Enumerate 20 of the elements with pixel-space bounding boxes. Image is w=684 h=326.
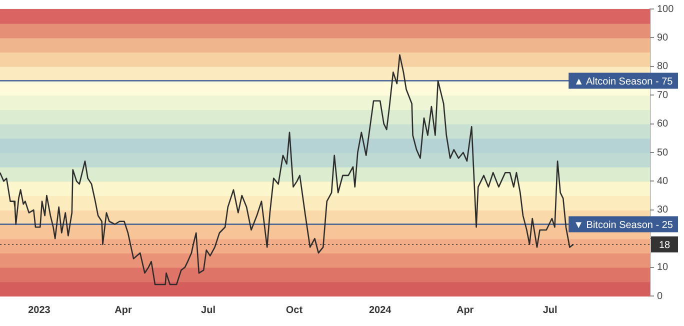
- x-tick-label: Apr: [456, 304, 474, 316]
- y-tick-label: 80: [657, 61, 669, 72]
- y-tick-label: 30: [657, 204, 669, 216]
- x-tick-label: 2024: [368, 304, 392, 316]
- y-tick-label: 90: [657, 32, 669, 44]
- x-tick-label: Apr: [114, 304, 132, 316]
- y-tick-label: 70: [657, 90, 669, 101]
- y-tick-label: 40: [657, 176, 669, 187]
- ref-line-label: 18: [658, 240, 670, 252]
- y-tick-label: 10: [657, 262, 669, 274]
- x-tick-label: Jul: [201, 304, 216, 316]
- x-tick-label: Jul: [542, 304, 558, 316]
- ref-line-label: ▲ Altcoin Season - 75: [574, 76, 674, 88]
- ref-line-label: ▼ Bitcoin Season - 25: [574, 220, 674, 231]
- y-tick-label: 50: [657, 147, 669, 158]
- y-tick-label: 100: [657, 4, 674, 15]
- x-tick-label: 2023: [28, 304, 51, 316]
- y-tick-label: 60: [657, 118, 669, 130]
- x-tick-label: Oct: [286, 304, 304, 316]
- y-tick-label: 0: [657, 290, 663, 302]
